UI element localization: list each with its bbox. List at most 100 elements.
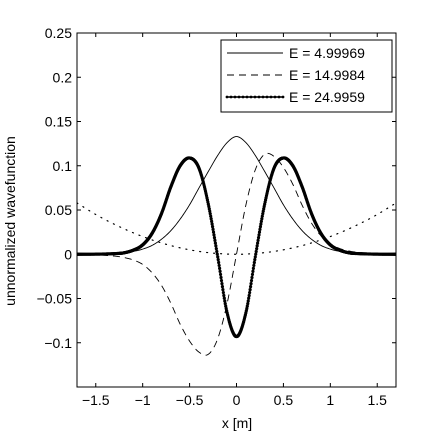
- series-3-marker: [217, 263, 221, 268]
- series-3-marker: [248, 290, 252, 295]
- series-3-marker: [220, 285, 225, 289]
- series-3-marker: [208, 212, 212, 216]
- legend-marker: [269, 95, 273, 99]
- series-3-marker: [248, 285, 253, 289]
- series-3-marker: [221, 288, 225, 292]
- series-3-marker: [258, 227, 262, 231]
- series-3-marker: [257, 233, 261, 237]
- series-3-marker: [218, 266, 222, 270]
- series-3-marker: [223, 299, 227, 303]
- series-3-marker: [223, 301, 227, 306]
- axes: −1.5 −1 −0.5 0 0.5 1 1.5 −0.1 −0.05 0 0.05 0.1 0.15 0…: [37, 25, 397, 408]
- legend-label-3: E = 24.9959: [289, 89, 365, 105]
- series-3-marker: [211, 230, 216, 234]
- legend-marker: [229, 95, 233, 99]
- series-3-marker: [250, 272, 255, 277]
- series-3-marker: [210, 219, 214, 223]
- legend: E = 4.99969 E = 14.9984 E = 24.9959: [220, 39, 393, 113]
- series-3-marker: [260, 217, 264, 221]
- legend-box: [220, 39, 393, 113]
- series-3-marker: [222, 296, 226, 300]
- series-3-marker: [256, 241, 260, 245]
- series-3-marker: [261, 212, 265, 216]
- series-3-marker: [221, 290, 225, 295]
- series-3-marker: [254, 249, 258, 254]
- legend-marker: [225, 95, 229, 99]
- series-3-marker: [212, 235, 217, 240]
- series-3-marker: [255, 247, 259, 251]
- y-axis-label: unnormalized wavefunction: [2, 136, 18, 306]
- series-3-marker: [214, 244, 218, 248]
- series-3-marker: [248, 288, 252, 292]
- legend-marker: [265, 95, 269, 99]
- series-3-marker: [216, 258, 220, 262]
- series-3-marker: [213, 241, 217, 245]
- series-3-marker: [250, 275, 254, 280]
- series-3-marker: [245, 304, 249, 308]
- y-tick-label: 0.05: [45, 202, 72, 218]
- series-3-marker: [259, 219, 263, 223]
- series-3-marker: [215, 249, 219, 254]
- x-axis-label: x [m]: [222, 415, 252, 431]
- legend-marker: [245, 95, 249, 99]
- series-3-marker: [261, 209, 265, 213]
- series-line-4: [77, 202, 396, 255]
- series-line-1: [77, 136, 396, 255]
- x-tick-label: −1.5: [82, 392, 110, 408]
- series-3-marker: [215, 252, 219, 256]
- series-3-marker: [251, 269, 255, 273]
- series-3-marker: [257, 230, 262, 234]
- series-3-marker: [246, 301, 250, 306]
- legend-marker: [233, 95, 237, 99]
- series-3-marker: [249, 282, 253, 286]
- legend-marker: [249, 95, 253, 99]
- curves: [77, 136, 396, 356]
- series-3-marker: [217, 260, 221, 265]
- series-3-marker: [256, 235, 261, 240]
- series-3-marker: [207, 207, 211, 211]
- series-3-marker: [249, 278, 254, 283]
- series-3-marker: [216, 255, 220, 259]
- series-3-marker: [253, 255, 257, 259]
- series-3-marker: [258, 225, 263, 229]
- series-3-marker: [209, 214, 213, 218]
- legend-marker: [277, 95, 281, 99]
- y-tick-label: 0.15: [45, 114, 72, 130]
- series-3-marker: [218, 272, 223, 277]
- legend-marker: [273, 95, 277, 99]
- series-3-markers: [77, 156, 396, 339]
- legend-marker: [237, 95, 241, 99]
- series-3-marker: [252, 260, 256, 265]
- legend-label-2: E = 14.9984: [289, 67, 365, 83]
- legend-marker: [261, 95, 265, 99]
- series-3-marker: [211, 227, 215, 231]
- y-tick-label: 0: [64, 246, 72, 262]
- series-3-marker: [210, 225, 215, 229]
- series-3-marker: [218, 269, 222, 273]
- series-3-marker: [213, 238, 217, 242]
- series-3-marker: [212, 233, 216, 237]
- series-3-marker: [252, 263, 256, 268]
- series-3-marker: [219, 278, 224, 283]
- series-3-marker: [253, 258, 257, 262]
- legend-marker: [281, 95, 285, 99]
- x-tick-label: 0: [233, 392, 241, 408]
- series-3-marker: [259, 222, 263, 226]
- y-tick-label: −0.05: [37, 291, 73, 307]
- series-3-marker: [245, 306, 249, 311]
- y-tick-label: 0.1: [53, 158, 73, 174]
- legend-marker: [253, 95, 257, 99]
- series-3-marker: [209, 217, 213, 221]
- x-tick-label: 1: [326, 392, 334, 408]
- legend-label-1: E = 4.99969: [289, 45, 365, 61]
- y-tick-label: 0.2: [53, 69, 73, 85]
- x-tick-label: 0.5: [274, 392, 294, 408]
- series-3-marker: [220, 282, 224, 286]
- series-3-marker: [256, 238, 260, 242]
- series-3-marker: [255, 244, 259, 248]
- series-3-marker: [224, 304, 228, 308]
- series-3-marker: [208, 209, 212, 213]
- series-3-marker: [247, 293, 251, 298]
- series-3-marker: [214, 247, 218, 251]
